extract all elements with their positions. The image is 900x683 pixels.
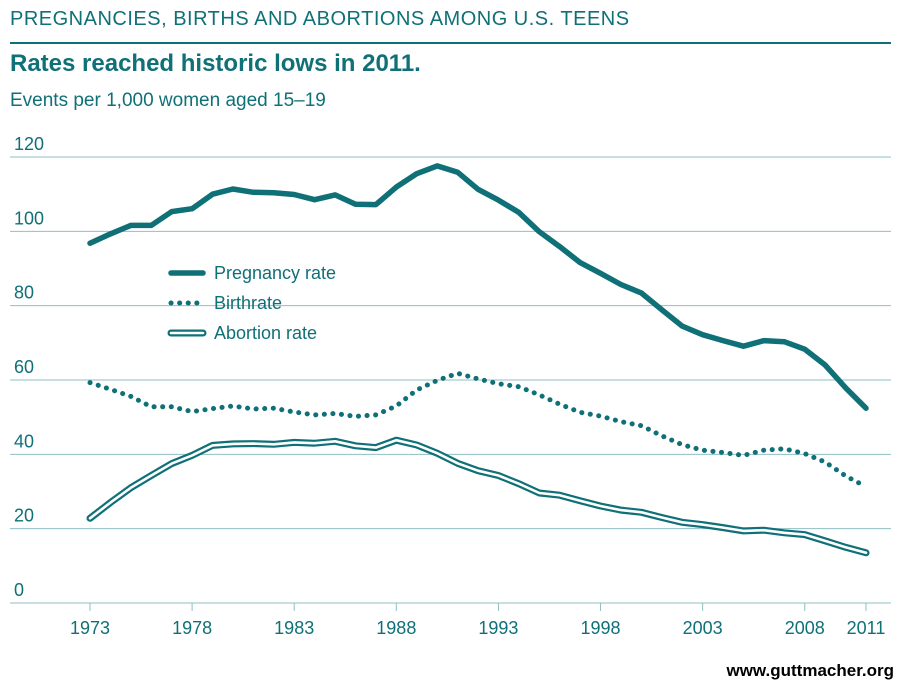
- series-abortion-rate: [86, 436, 870, 557]
- x-tick-label: 1988: [376, 618, 416, 638]
- x-tick-label: 2003: [683, 618, 723, 638]
- y-tick-label: 40: [14, 431, 34, 451]
- x-tick-label: 1973: [70, 618, 110, 638]
- axis-labels: 0 20 40 60 80 100 120 1973 1978 1983 1988 1993 1998 2…: [14, 134, 885, 638]
- chart-title: Rates reached historic lows in 2011.: [10, 50, 421, 77]
- series-line-abortion-rate-inner: [88, 438, 868, 555]
- chart-kicker: PREGNANCIES, BIRTHS AND ABORTIONS AMONG …: [10, 8, 630, 30]
- series-line-birthrate: [87, 370, 869, 490]
- series-birthrate: [87, 370, 869, 490]
- series-lines: [86, 163, 870, 557]
- y-tick-label: 0: [14, 580, 24, 600]
- legend: Pregnancy rate Birthrate Abortion rate: [167, 263, 336, 343]
- source-url[interactable]: www.guttmacher.org: [726, 661, 894, 680]
- x-tick-label: 1983: [274, 618, 314, 638]
- x-tick-label: 1993: [478, 618, 518, 638]
- series-line-pregnancy-rate: [87, 163, 869, 411]
- x-tick-label: 1978: [172, 618, 212, 638]
- y-tick-label: 20: [14, 506, 34, 526]
- x-tick-label: 2011: [847, 618, 886, 638]
- y-tick-label: 80: [14, 283, 34, 303]
- series-pregnancy-rate: [87, 163, 869, 411]
- x-tick-label: 1998: [581, 618, 621, 638]
- legend-label-pregnancy-rate: Pregnancy rate: [214, 263, 336, 283]
- y-tick-label: 60: [14, 357, 34, 377]
- x-tick-label: 2008: [785, 618, 825, 638]
- y-tick-label: 100: [14, 208, 44, 228]
- series-line-abortion-rate: [86, 436, 870, 557]
- header-rule: [10, 42, 891, 44]
- y-tick-label: 120: [14, 134, 44, 154]
- legend-label-birthrate: Birthrate: [214, 293, 282, 313]
- legend-label-abortion-rate: Abortion rate: [214, 323, 317, 343]
- chart-subtitle: Events per 1,000 women aged 15–19: [10, 90, 326, 111]
